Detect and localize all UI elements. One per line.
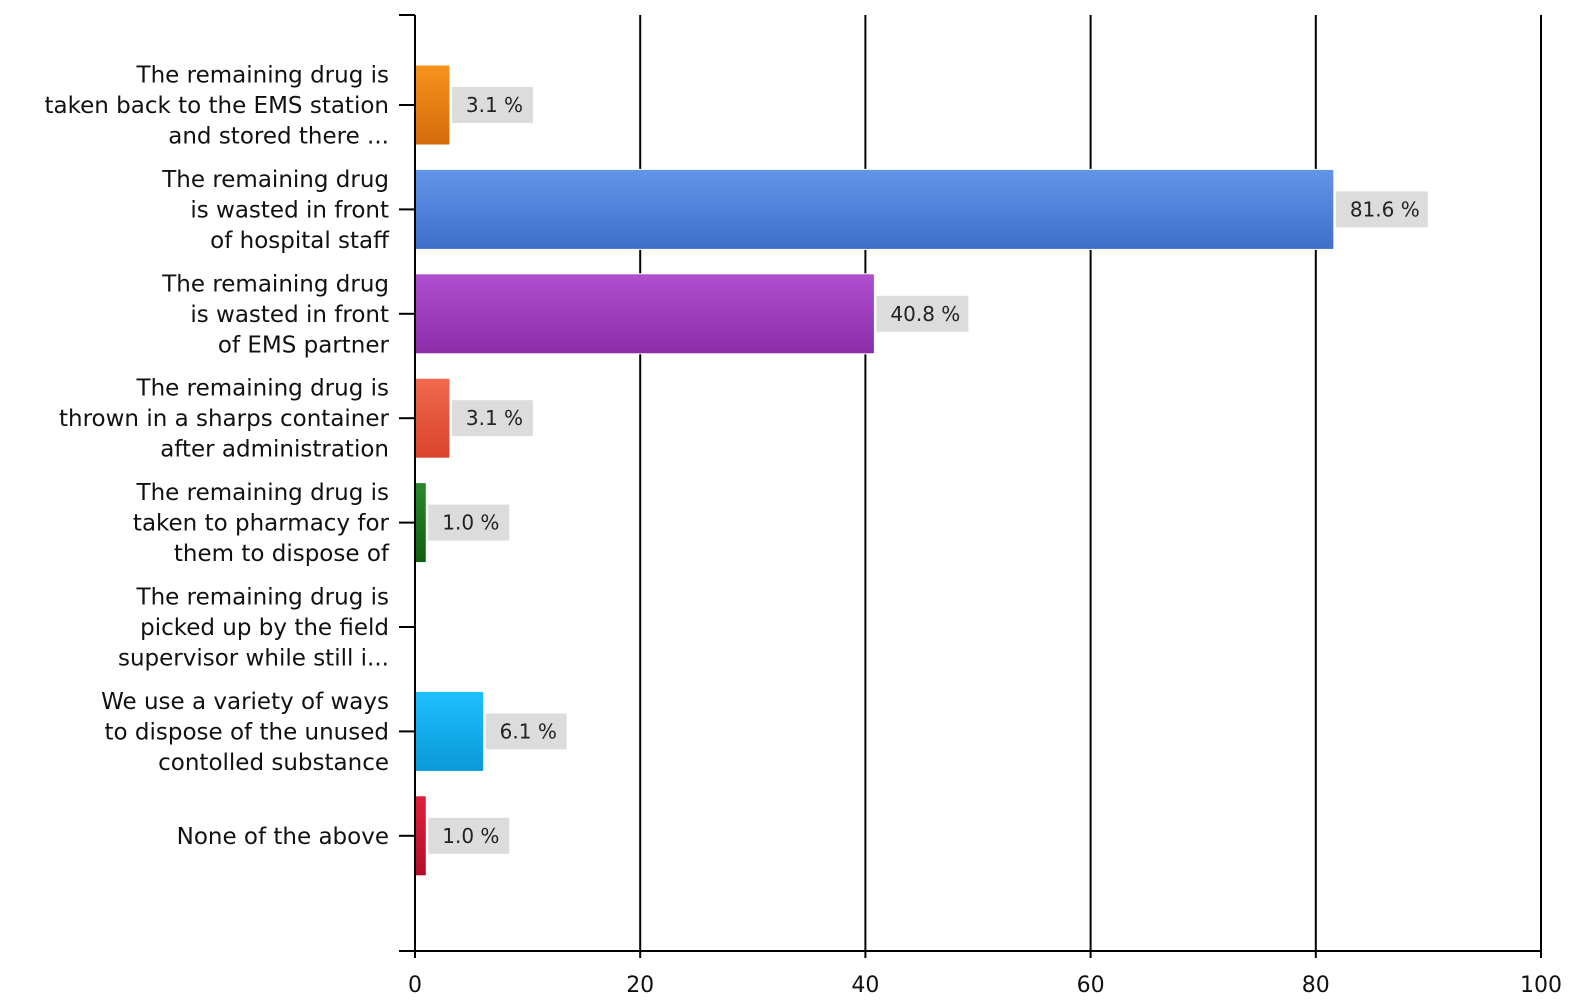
bar (414, 273, 875, 355)
data-label: 3.1 % (466, 406, 523, 430)
category-label: The remaining drug is taken back to the E… (44, 63, 389, 150)
category-label-line: The remaining drug is (136, 480, 389, 506)
category-label: The remaining drug is taken to pharmacy f… (133, 480, 390, 567)
data-label: 1.0 % (442, 824, 499, 848)
bar (414, 168, 1335, 250)
data-label: 1.0 % (442, 511, 499, 535)
grid-lines (639, 15, 1542, 958)
data-label-box (451, 87, 533, 123)
data-label-box (1335, 191, 1428, 228)
x-tick-label: 0 (408, 973, 422, 998)
bar (414, 377, 451, 459)
category-label-line: is wasted in front (190, 302, 389, 328)
data-label: 81.6 % (1350, 197, 1420, 221)
category-label: The remaining drug is thrown in a sharps … (59, 376, 390, 463)
bars: 3.1 % 81.6 % 40.8 % 3.1 % 1.0 % 6.1 % 1.0 % (414, 64, 1428, 877)
category-label-line: taken back to the EMS station (44, 93, 389, 119)
category-label-line: to dispose of the unused (105, 719, 390, 745)
x-tick-label: 20 (626, 973, 654, 998)
category-label: None of the above (177, 824, 389, 850)
data-label: 6.1 % (500, 719, 557, 743)
category-label-line: taken to pharmacy for (133, 511, 390, 537)
category-label: The remaining drug is wasted in front of E… (161, 271, 389, 358)
x-tick-label: 40 (851, 973, 879, 998)
category-label-line: picked up by the field (140, 615, 389, 641)
category-label-line: None of the above (177, 824, 389, 850)
category-label-line: thrown in a sharps container (59, 406, 390, 432)
bar (414, 690, 485, 772)
bar (414, 64, 451, 146)
data-label-box (876, 295, 969, 332)
category-label-line: The remaining drug is (136, 63, 389, 89)
category-label: The remaining drug is picked up by the fi… (118, 585, 389, 672)
category-label: The remaining drug is wasted in front of h… (161, 167, 390, 254)
data-label-box (451, 400, 533, 437)
data-label-box (428, 817, 510, 854)
x-tick-label: 60 (1077, 973, 1105, 998)
x-tick-label: 80 (1302, 973, 1330, 998)
category-label-line: and stored there ... (168, 124, 389, 150)
category-label-line: supervisor while still i... (118, 646, 389, 672)
category-labels: The remaining drug is taken back to the E… (44, 63, 390, 850)
category-label-line: of EMS partner (218, 332, 390, 358)
category-label-line: The remaining drug (161, 271, 389, 297)
axes (399, 14, 1541, 958)
data-label: 3.1 % (466, 93, 523, 117)
x-tick-label: 100 (1520, 973, 1562, 998)
category-label-line: is wasted in front (190, 197, 389, 223)
category-label-line: The remaining drug is (136, 585, 389, 611)
data-label-box (485, 713, 567, 750)
x-tick-labels: 0 20 40 60 80 100 (408, 973, 1562, 998)
data-label-box (428, 504, 510, 541)
category-label-line: contolled substance (158, 750, 389, 776)
category-label-line: The remaining drug is (136, 376, 389, 402)
category-label-line: after administration (160, 437, 389, 463)
category-label-line: We use a variety of ways (101, 689, 389, 715)
category-label: We use a variety of ways to dispose of th… (101, 689, 389, 776)
data-label: 40.8 % (890, 302, 960, 326)
category-label-line: The remaining drug (161, 167, 389, 193)
category-label-line: of hospital staff (210, 228, 390, 254)
bar (414, 482, 427, 564)
bar (414, 795, 427, 877)
category-label-line: them to dispose of (174, 541, 390, 567)
